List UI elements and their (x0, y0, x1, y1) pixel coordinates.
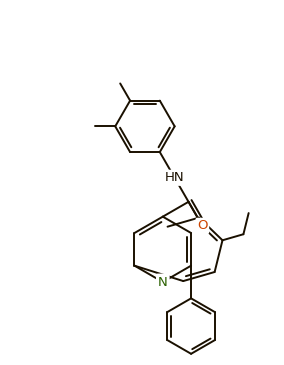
Text: HN: HN (165, 171, 185, 184)
Text: N: N (158, 276, 168, 288)
Text: O: O (197, 219, 208, 232)
